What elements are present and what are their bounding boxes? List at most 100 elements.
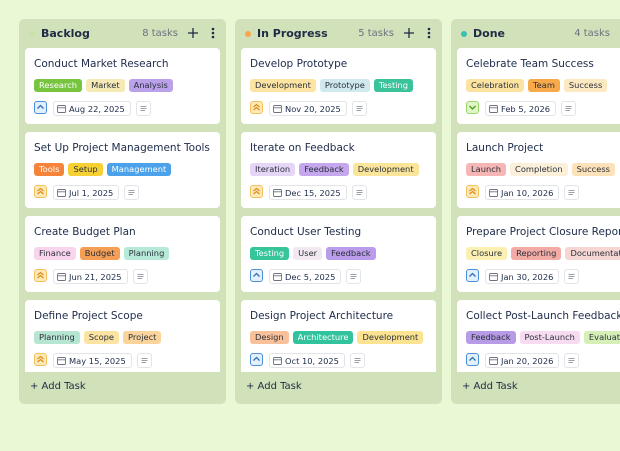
tag: Iteration: [250, 163, 296, 176]
add-task-button[interactable]: + Add Task: [462, 381, 518, 392]
priority-icon: [466, 353, 479, 366]
tag: Development: [357, 331, 424, 344]
tag: User: [293, 247, 323, 260]
tag: Tools: [34, 163, 65, 176]
tag: Testing: [250, 247, 290, 260]
tag-row: Research Market Analysis: [34, 79, 173, 92]
add-task-button[interactable]: + Add Task: [246, 381, 302, 392]
calendar-icon: [489, 104, 498, 113]
status-dot: [461, 31, 467, 37]
description-icon: [561, 101, 576, 116]
description-icon: [124, 185, 139, 200]
task-card[interactable]: Create Budget Plan Finance Budget Planning J…: [25, 216, 220, 292]
due-date: Jul 1, 2025: [53, 185, 120, 200]
tag-row: Finance Budget Planning: [34, 247, 170, 260]
card-title: Collect Post-Launch Feedback: [466, 310, 620, 322]
card-title: Launch Project: [466, 142, 544, 154]
status-dot: [245, 31, 251, 37]
tag: Success: [571, 163, 615, 176]
task-card[interactable]: Launch Project Launch Completion Success Jan…: [457, 132, 620, 208]
description-icon: [350, 353, 365, 368]
calendar-icon: [489, 188, 498, 197]
due-date: Jan 30, 2026: [485, 269, 560, 284]
card-title: Create Budget Plan: [34, 226, 136, 238]
column-title: Backlog: [41, 27, 90, 40]
tag: Architecture: [292, 331, 354, 344]
menu-button[interactable]: [210, 26, 216, 40]
tag: Research: [34, 79, 83, 92]
priority-icon: [250, 185, 263, 198]
task-card[interactable]: Conduct User Testing Testing User Feedback D…: [241, 216, 436, 292]
task-card[interactable]: Iterate on Feedback Iteration Feedback Deve…: [241, 132, 436, 208]
task-card[interactable]: Develop Prototype Development Prototype Tes…: [241, 48, 436, 124]
column-title: In Progress: [257, 27, 328, 40]
tag: Post-Launch: [519, 331, 580, 344]
tag: Development: [250, 79, 316, 92]
due-date: May 15, 2025: [53, 353, 132, 368]
tag: Documentation: [565, 247, 620, 260]
task-card[interactable]: Define Project Scope Planning Scope Project…: [25, 300, 220, 372]
task-card[interactable]: Prepare Project Closure Report Closure Rep…: [457, 216, 620, 292]
tag: Budget: [79, 247, 120, 260]
description-icon: [346, 269, 361, 284]
due-date-text: Jan 30, 2026: [501, 271, 554, 282]
column-header: In Progress 5 tasks: [235, 19, 442, 48]
tag: Success: [563, 79, 608, 92]
due-date-text: Jan 20, 2026: [501, 355, 554, 366]
priority-icon: [34, 101, 47, 114]
due-date-text: Nov 20, 2025: [285, 103, 341, 114]
due-date-text: Dec 5, 2025: [285, 271, 336, 282]
due-date: Jan 10, 2026: [485, 185, 560, 200]
task-count: 5 tasks: [358, 28, 394, 39]
task-card[interactable]: Collect Post-Launch Feedback Feedback Post…: [457, 300, 620, 372]
add-button[interactable]: [403, 26, 415, 40]
task-card[interactable]: Conduct Market Research Research Market Ana…: [25, 48, 220, 124]
column-header: Backlog 8 tasks: [19, 19, 226, 48]
tag: Analysis: [128, 79, 173, 92]
priority-icon: [34, 185, 47, 198]
menu-button[interactable]: [426, 26, 432, 40]
due-date: Jan 20, 2026: [485, 353, 560, 368]
priority-icon: [466, 101, 479, 114]
description-icon: [352, 101, 367, 116]
due-date: Nov 20, 2025: [269, 101, 347, 116]
tag: Setup: [68, 163, 103, 176]
due-date: Jun 21, 2025: [53, 269, 128, 284]
column: Backlog 8 tasks Conduct Market Research Res…: [19, 19, 226, 404]
card-title: Design Project Architecture: [250, 310, 394, 322]
tag: Reporting: [511, 247, 562, 260]
priority-icon: [466, 185, 479, 198]
priority-icon: [466, 269, 479, 282]
task-card[interactable]: Celebrate Team Success Celebration Team Suc…: [457, 48, 620, 124]
priority-icon: [34, 353, 47, 366]
tag: Market: [86, 79, 125, 92]
add-button[interactable]: [187, 26, 199, 40]
priority-icon: [250, 353, 263, 366]
calendar-icon: [57, 272, 66, 281]
due-date: Dec 15, 2025: [269, 185, 347, 200]
tag-row: Celebration Team Success: [466, 79, 608, 92]
description-icon: [137, 353, 152, 368]
task-card[interactable]: Set Up Project Management Tools Tools Setu…: [25, 132, 220, 208]
tag: Design: [250, 331, 289, 344]
description-icon: [564, 353, 579, 368]
card-title: Conduct User Testing: [250, 226, 362, 238]
card-list: Conduct Market Research Research Market Ana…: [25, 48, 220, 372]
tag: Feedback: [299, 163, 349, 176]
due-date: Aug 22, 2025: [53, 101, 131, 116]
card-title: Set Up Project Management Tools: [34, 142, 210, 154]
due-date-text: Dec 15, 2025: [285, 187, 341, 198]
task-count: 8 tasks: [142, 28, 178, 39]
description-icon: [564, 269, 579, 284]
due-date-text: Jul 1, 2025: [69, 187, 114, 198]
due-date-text: Aug 22, 2025: [69, 103, 125, 114]
tag: Finance: [34, 247, 76, 260]
task-card[interactable]: Design Project Architecture Design Archite…: [241, 300, 436, 372]
column-header: Done 4 tasks: [451, 19, 620, 48]
due-date-text: Jan 10, 2026: [501, 187, 554, 198]
description-icon: [564, 185, 579, 200]
add-task-button[interactable]: + Add Task: [30, 381, 86, 392]
calendar-icon: [57, 188, 66, 197]
due-date-text: Jun 21, 2025: [69, 271, 122, 282]
